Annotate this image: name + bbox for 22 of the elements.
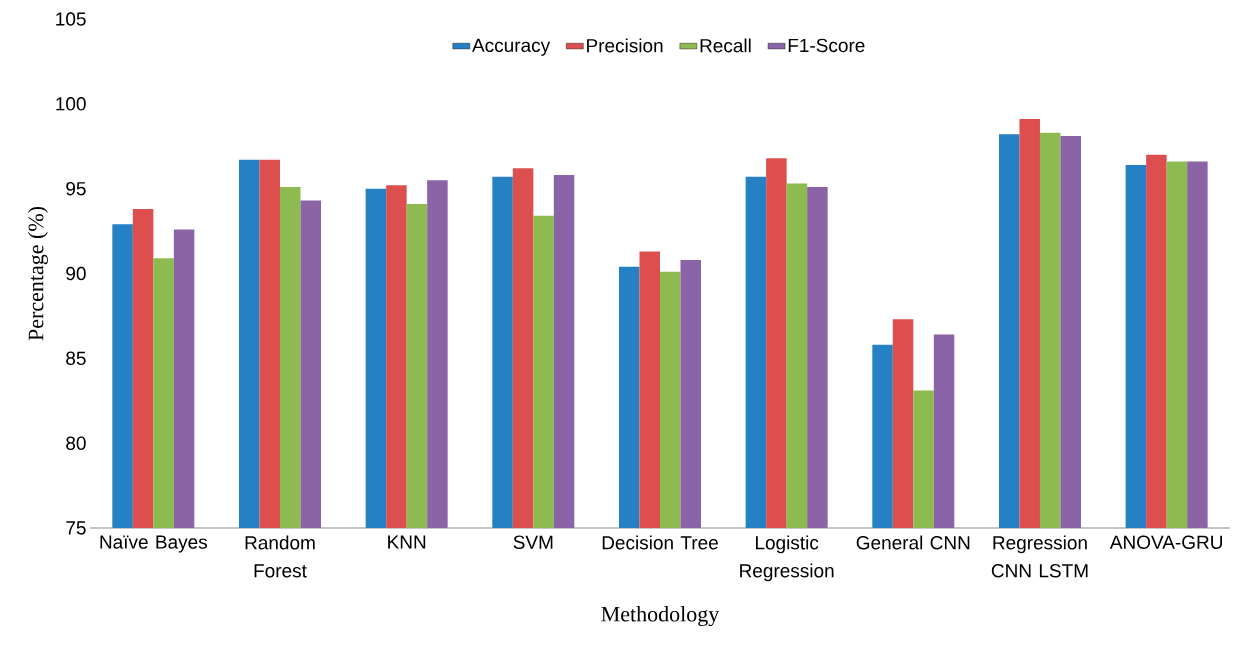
x-tick-label: Decision Tree: [602, 535, 718, 550]
y-tick-label: 105: [56, 12, 86, 26]
x-tick-label: Logistic Regression: [740, 535, 834, 582]
x-tick-label: Random Forest: [245, 535, 315, 578]
x-tick-label: Regression CNN LSTM: [991, 535, 1088, 578]
y-tick-label: 80: [66, 436, 86, 450]
x-tick-label: Naïve Bayes: [100, 535, 208, 553]
x-tick-label: ANOVA-GRU: [1109, 535, 1222, 549]
x-tick-label: General CNN: [856, 535, 970, 550]
y-tick-label: 95: [66, 181, 86, 196]
y-tick-label: 85: [66, 351, 86, 366]
x-tick-label: SVM: [513, 535, 553, 549]
legend-label: Precision: [587, 38, 663, 53]
y-axis-title: Percentage (%): [27, 206, 48, 341]
x-axis-title: Methodology: [601, 606, 720, 627]
legend-label: F1-Score: [788, 38, 865, 53]
y-tick-label: 100: [56, 97, 86, 111]
y-tick-label: 90: [66, 266, 86, 281]
y-tick-label: 75: [66, 521, 86, 535]
x-tick-label: KNN: [388, 535, 426, 549]
legend-label: Accuracy: [472, 38, 551, 56]
legend-label: Recall: [700, 38, 751, 53]
